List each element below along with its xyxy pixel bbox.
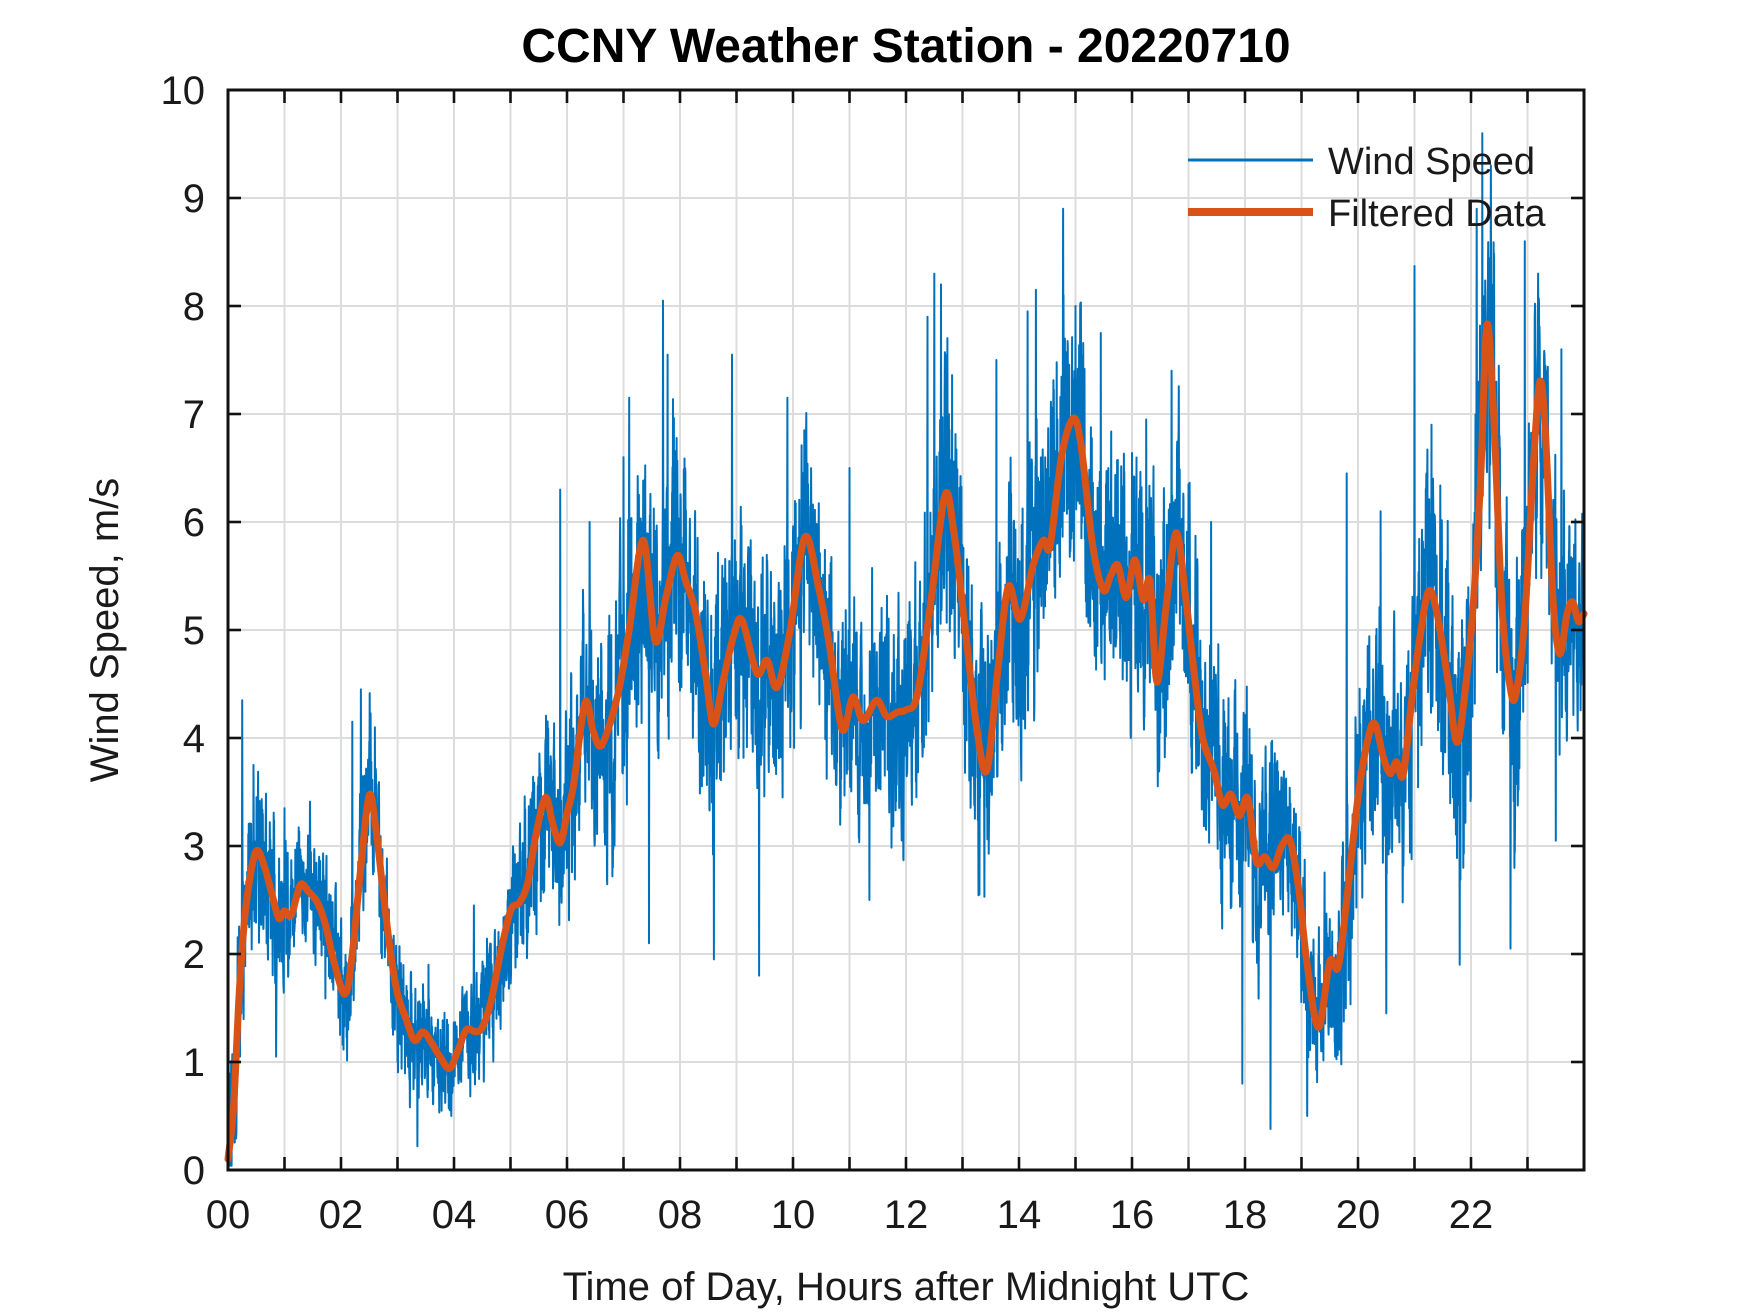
y-axis-label: Wind Speed, m/s — [83, 478, 127, 783]
x-tick-label: 18 — [1223, 1193, 1268, 1237]
x-tick-label: 12 — [884, 1193, 929, 1237]
y-tick-label: 8 — [183, 285, 205, 329]
y-tick-labels: 0 1 2 3 4 5 6 7 8 9 10 — [161, 69, 206, 1193]
y-tick-label: 2 — [183, 933, 205, 977]
x-tick-label: 10 — [771, 1193, 816, 1237]
axes-frame — [226, 88, 1586, 1172]
y-tick-label: 10 — [161, 69, 206, 113]
x-tick-label: 22 — [1449, 1193, 1494, 1237]
y-tick-label: 4 — [183, 717, 205, 761]
y-tick-label: 0 — [183, 1149, 205, 1193]
x-tick-label: 00 — [206, 1193, 251, 1237]
y-tick-label: 7 — [183, 393, 205, 437]
legend-label-wind-speed: Wind Speed — [1328, 141, 1535, 183]
x-axis-label: Time of Day, Hours after Midnight UTC — [563, 1265, 1250, 1309]
x-tick-label: 16 — [1110, 1193, 1155, 1237]
series-filtered-data — [224, 320, 1588, 1163]
y-tick-label: 1 — [183, 1041, 205, 1085]
x-tick-label: 04 — [432, 1193, 477, 1237]
chart-title: CCNY Weather Station - 20220710 — [521, 20, 1290, 73]
legend: Wind Speed Filtered Data — [1188, 141, 1546, 235]
x-tick-label: 20 — [1336, 1193, 1381, 1237]
x-tick-label: 02 — [319, 1193, 364, 1237]
x-tick-label: 06 — [545, 1193, 590, 1237]
x-tick-label: 14 — [997, 1193, 1042, 1237]
x-tick-label: 08 — [658, 1193, 703, 1237]
y-tick-label: 3 — [183, 825, 205, 869]
y-tick-label: 5 — [183, 609, 205, 653]
x-tick-labels: 00 02 04 06 08 10 12 14 16 18 20 22 — [206, 1193, 1494, 1237]
y-tick-label: 6 — [183, 501, 205, 545]
legend-label-filtered-data: Filtered Data — [1328, 193, 1546, 235]
y-tick-label: 9 — [183, 177, 205, 221]
